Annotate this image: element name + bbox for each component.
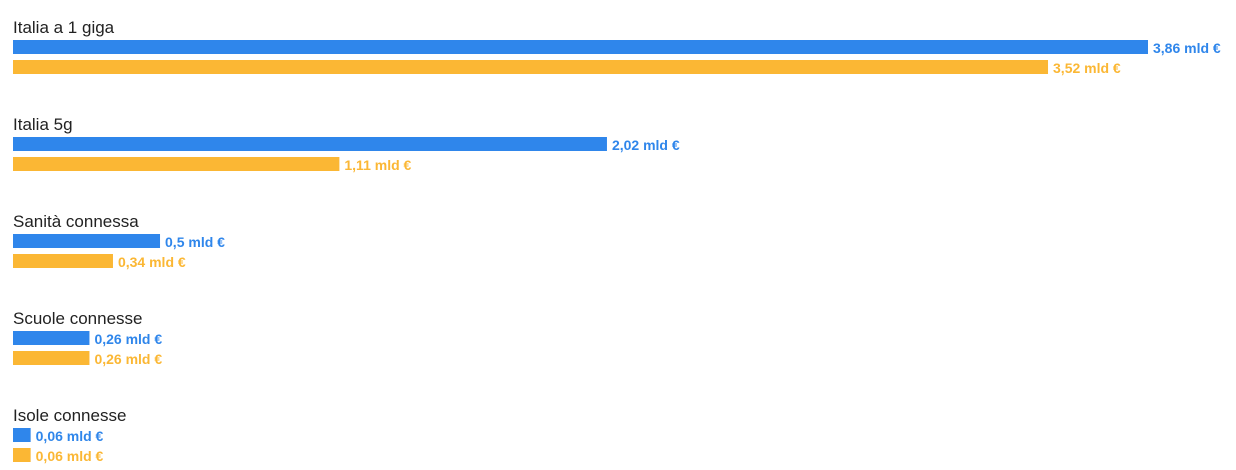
value-label-italia-a-1-giga-series-1: 3,86 mld €: [1153, 40, 1221, 56]
category-label-italia-a-1-giga: Italia a 1 giga: [13, 18, 115, 37]
value-label-italia-5g-series-2: 1,11 mld €: [344, 157, 411, 173]
bar-isole-connesse-series-2: [13, 448, 31, 462]
value-label-sanita-connessa-series-2: 0,34 mld €: [118, 254, 186, 270]
value-label-isole-connesse-series-2: 0,06 mld €: [36, 448, 104, 464]
bar-scuole-connesse-series-1: [13, 331, 90, 345]
value-label-italia-a-1-giga-series-2: 3,52 mld €: [1053, 60, 1121, 76]
value-label-scuole-connesse-series-2: 0,26 mld €: [94, 351, 162, 367]
value-labels: 3,86 mld € 3,52 mld € 2,02 mld € 1,11 mld €…: [36, 40, 1221, 464]
category-label-italia-5g: Italia 5g: [13, 115, 73, 134]
category-labels: Italia a 1 giga Italia 5g Sanità connessa S…: [13, 18, 142, 425]
bar-sanita-connessa-series-1: [13, 234, 161, 248]
category-label-sanita-connessa: Sanità connessa: [13, 212, 139, 231]
bar-scuole-connesse-series-2: [13, 351, 90, 365]
bar-italia-a-1-giga-series-2: [13, 60, 1049, 74]
bar-italia-5g-series-2: [13, 157, 340, 171]
bar-italia-a-1-giga-series-1: [13, 40, 1148, 54]
category-label-scuole-connesse: Scuole connesse: [13, 309, 142, 328]
bar-isole-connesse-series-1: [13, 428, 31, 442]
value-label-scuole-connesse-series-1: 0,26 mld €: [94, 331, 162, 347]
bar-italia-5g-series-1: [13, 137, 607, 151]
bar-sanita-connessa-series-2: [13, 254, 113, 268]
category-label-isole-connesse: Isole connesse: [13, 406, 126, 425]
bars: [13, 40, 1148, 462]
value-label-isole-connesse-series-1: 0,06 mld €: [36, 428, 104, 444]
value-label-sanita-connessa-series-1: 0,5 mld €: [165, 234, 225, 250]
value-label-italia-5g-series-1: 2,02 mld €: [612, 137, 680, 153]
